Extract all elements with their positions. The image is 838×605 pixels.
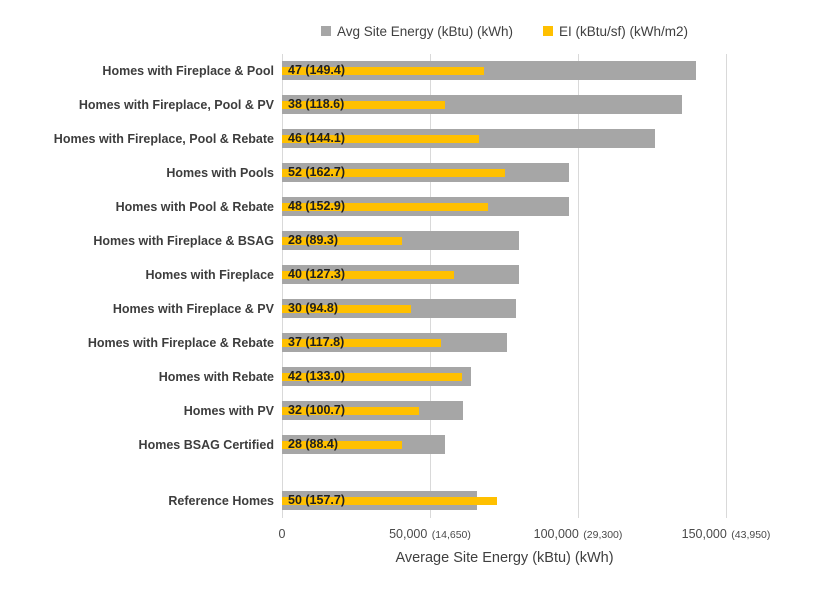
category-label: Homes with Pools — [166, 166, 274, 180]
x-tick-secondary-value: (29,300) — [583, 529, 623, 541]
bar-area: 46 (144.1) — [282, 122, 838, 156]
ei-bar — [282, 135, 480, 143]
x-tick-value: 0 — [278, 527, 286, 541]
bar-value-label: 48 (152.9) — [288, 199, 345, 213]
bar-value-label: 28 (89.3) — [288, 233, 339, 247]
bar-area: 38 (118.6) — [282, 88, 838, 122]
legend: Avg Site Energy (kBtu) (kWh) EI (kBtu/sf… — [282, 21, 727, 41]
gridline — [726, 54, 727, 518]
bar-value-label: 46 (144.1) — [288, 131, 345, 145]
ei-bar — [282, 67, 484, 75]
x-tick-label: 50,000 (14,650) — [389, 525, 471, 543]
bar-value-label: 30 (94.8) — [288, 301, 339, 315]
gridline — [578, 54, 579, 518]
legend-label-avg-site-energy: Avg Site Energy (kBtu) (kWh) — [336, 23, 514, 39]
category-label: Homes with Fireplace & Rebate — [87, 336, 274, 350]
chart-row: Homes with Fireplace, Pool & Rebate 46 (… — [0, 122, 838, 156]
x-tick-label: 0 — [279, 525, 286, 543]
bar-value-label: 37 (117.8) — [288, 335, 345, 349]
bar-area: 28 (88.4) — [282, 428, 838, 462]
bar-area: 47 (149.4) — [282, 54, 838, 88]
ei-bar — [282, 101, 446, 109]
bar-area: 48 (152.9) — [282, 190, 838, 224]
bar-area: 30 (94.8) — [282, 292, 838, 326]
category-label: Reference Homes — [168, 494, 274, 508]
bar-value-label: 50 (157.7) — [288, 493, 345, 507]
category-label: Homes with PV — [183, 404, 274, 418]
category-label: Homes with Fireplace — [145, 268, 274, 282]
chart-row: Homes with Pools 52 (162.7) — [0, 156, 838, 190]
x-tick-value: 50,000 — [389, 527, 428, 541]
gridlines — [282, 54, 838, 518]
category-label: Homes with Fireplace & Pool — [102, 64, 274, 78]
bar-value-label: 40 (127.3) — [288, 267, 345, 281]
chart-row: Homes with Fireplace & PV 30 (94.8) — [0, 292, 838, 326]
chart-row: Homes with PV 32 (100.7) — [0, 394, 838, 428]
site-energy-bar — [282, 95, 682, 114]
chart-row: Homes with Fireplace & BSAG 28 (89.3) — [0, 224, 838, 258]
site-energy-bar — [282, 61, 697, 80]
bar-value-label: 28 (88.4) — [288, 437, 339, 451]
x-tick-label: 150,000 (43,950) — [682, 525, 771, 543]
chart-row: Homes with Fireplace 40 (127.3) — [0, 258, 838, 292]
category-label: Homes with Pool & Rebate — [115, 200, 274, 214]
category-label: Homes BSAG Certified — [138, 438, 274, 452]
bar-value-label: 32 (100.7) — [288, 403, 345, 417]
bar-area: 40 (127.3) — [282, 258, 838, 292]
plot-area: Homes with Fireplace & Pool 47 (149.4) H… — [54, 54, 838, 518]
chart-row: Homes with Fireplace & Rebate 37 (117.8) — [0, 326, 838, 360]
bar-value-label: 47 (149.4) — [288, 63, 345, 77]
bar-rows: Homes with Fireplace & Pool 47 (149.4) H… — [0, 54, 838, 518]
legend-item-avg-site-energy: Avg Site Energy (kBtu) (kWh) — [320, 23, 514, 39]
bar-area: 42 (133.0) — [282, 360, 838, 394]
ei-bar — [282, 169, 506, 177]
bar-value-label: 42 (133.0) — [288, 369, 345, 383]
chart-row: Homes with Pool & Rebate 48 (152.9) — [0, 190, 838, 224]
legend-label-ei: EI (kBtu/sf) (kWh/m2) — [559, 23, 689, 39]
legend-swatch-gray-icon — [320, 26, 331, 36]
bar-area: 28 (89.3) — [282, 224, 838, 258]
x-tick-secondary-value: (14,650) — [431, 529, 471, 541]
chart-row: Homes with Rebate 42 (133.0) — [0, 360, 838, 394]
x-tick-value: 100,000 — [533, 527, 579, 541]
chart-row: Homes with Fireplace & Pool 47 (149.4) — [0, 54, 838, 88]
bar-area: 50 (157.7) — [282, 484, 838, 518]
bar-area: 32 (100.7) — [282, 394, 838, 428]
ei-bar — [282, 203, 489, 211]
x-tick-secondary-value: (43,950) — [731, 529, 771, 541]
gridline — [430, 54, 431, 518]
category-label: Homes with Rebate — [158, 370, 274, 384]
ei-bar — [282, 271, 454, 279]
category-label: Homes with Fireplace & PV — [112, 302, 274, 316]
ei-bar — [282, 373, 463, 381]
category-label: Homes with Fireplace & BSAG — [93, 234, 274, 248]
ei-bar — [282, 339, 441, 347]
chart-row: Homes BSAG Certified 28 (88.4) — [0, 428, 838, 462]
x-axis-title: Average Site Energy (kBtu) (kWh) — [395, 550, 614, 566]
chart-row: Reference Homes 50 (157.7) — [0, 484, 838, 518]
category-label: Homes with Fireplace, Pool & Rebate — [53, 132, 274, 146]
bar-value-label: 38 (118.6) — [288, 97, 345, 111]
legend-item-ei: EI (kBtu/sf) (kWh/m2) — [543, 24, 688, 39]
ei-bar — [282, 441, 403, 449]
ei-bar — [282, 237, 403, 245]
x-axis: 0 50,000 (14,650) 100,000 (29,300) 150,000… — [279, 525, 838, 545]
ei-bar — [282, 305, 411, 313]
ei-bar — [282, 497, 497, 505]
chart-row: Homes with Fireplace, Pool & PV 38 (118.… — [0, 88, 838, 122]
x-tick-label: 100,000 (29,300) — [534, 525, 623, 543]
bar-value-label: 52 (162.7) — [288, 165, 345, 179]
legend-swatch-gold-icon — [543, 26, 554, 36]
bar-area: 37 (117.8) — [282, 326, 838, 360]
x-tick-value: 150,000 — [681, 527, 727, 541]
x-axis-title-wrap: Average Site Energy (kBtu) (kWh) — [282, 549, 727, 567]
category-label: Homes with Fireplace, Pool & PV — [78, 98, 274, 112]
bar-area: 52 (162.7) — [282, 156, 838, 190]
ei-bar — [282, 407, 420, 415]
gridline — [282, 54, 283, 518]
